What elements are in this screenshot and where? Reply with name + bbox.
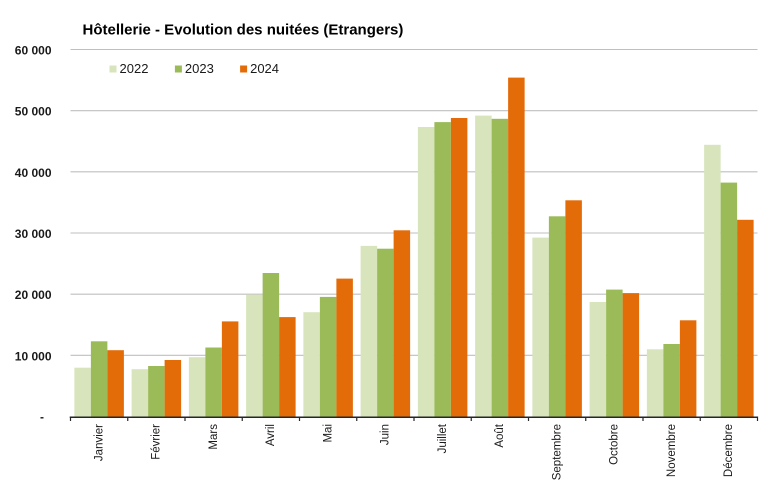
svg-text:30 000: 30 000: [15, 227, 52, 241]
svg-text:-: -: [40, 410, 44, 424]
svg-text:20 000: 20 000: [15, 288, 52, 302]
svg-text:Hôtellerie - Evolution des nui: Hôtellerie - Evolution des nuitées (Etra…: [83, 22, 404, 39]
svg-text:Février: Février: [151, 424, 163, 460]
svg-text:Août: Août: [494, 423, 506, 447]
svg-text:40 000: 40 000: [15, 166, 52, 180]
svg-text:Octobre: Octobre: [609, 424, 621, 465]
svg-text:60 000: 60 000: [15, 44, 52, 58]
svg-text:2023: 2023: [185, 61, 214, 76]
svg-text:10 000: 10 000: [15, 349, 52, 363]
svg-text:Novembre: Novembre: [666, 424, 678, 477]
svg-text:Septembre: Septembre: [551, 424, 563, 480]
svg-text:2024: 2024: [250, 61, 279, 76]
svg-text:50 000: 50 000: [15, 105, 52, 119]
svg-text:Janvier: Janvier: [93, 424, 105, 461]
svg-text:2022: 2022: [120, 61, 149, 76]
svg-text:Juillet: Juillet: [437, 423, 449, 453]
svg-text:Mars: Mars: [208, 424, 220, 450]
svg-text:Décembre: Décembre: [723, 424, 735, 477]
svg-text:Juin: Juin: [380, 424, 392, 445]
svg-text:Mai: Mai: [322, 424, 334, 443]
svg-text:Avril: Avril: [265, 424, 277, 446]
